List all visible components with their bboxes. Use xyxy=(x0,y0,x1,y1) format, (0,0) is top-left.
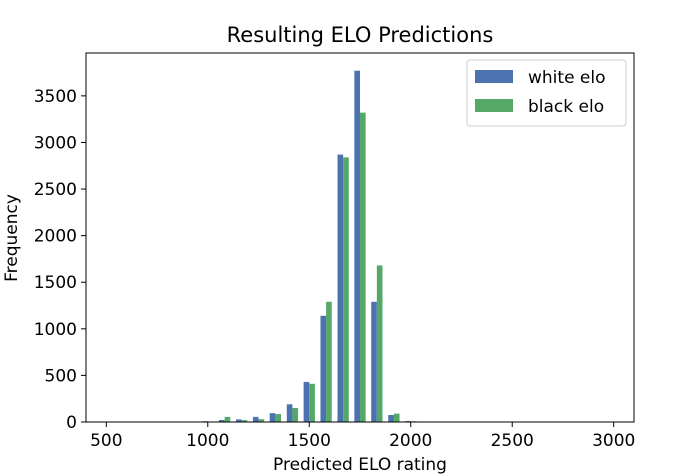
legend-label-black-elo: black elo xyxy=(528,97,604,117)
chart-title: Resulting ELO Predictions xyxy=(227,23,494,47)
bar-black-elo-1167 xyxy=(241,420,248,422)
bars-layer xyxy=(202,70,417,423)
bar-black-elo-1667 xyxy=(343,157,349,423)
bar-black-elo-1917 xyxy=(393,413,400,422)
y-tick-label-3500: 3500 xyxy=(34,87,77,107)
bar-white-elo-1583 xyxy=(320,315,327,422)
y-tick-label-1500: 1500 xyxy=(34,273,77,293)
legend-swatch-white-elo xyxy=(475,70,513,83)
bar-white-elo-1667 xyxy=(337,154,344,422)
x-tick-label-2000: 2000 xyxy=(389,431,432,451)
x-axis-ticks: 500 1000 1500 2000 2500 3000 xyxy=(90,422,635,451)
y-axis-label: Frequency xyxy=(2,194,22,282)
y-tick-label-1000: 1000 xyxy=(34,320,77,340)
y-tick-label-3000: 3000 xyxy=(34,133,77,153)
bar-black-elo-1083 xyxy=(224,416,231,423)
bar-white-elo-1167 xyxy=(236,419,242,422)
bar-white-elo-1500 xyxy=(303,381,310,422)
y-tick-label-2500: 2500 xyxy=(34,180,77,200)
bar-black-elo-1333 xyxy=(275,414,281,422)
y-tick-label-2000: 2000 xyxy=(34,227,77,247)
x-tick-label-1500: 1500 xyxy=(288,431,331,451)
bar-black-elo-1750 xyxy=(360,112,366,422)
y-tick-label-0: 0 xyxy=(66,413,77,433)
x-tick-label-1000: 1000 xyxy=(186,431,229,451)
bar-black-elo-1583 xyxy=(326,301,332,422)
bar-black-elo-1250 xyxy=(258,419,265,422)
x-tick-label-500: 500 xyxy=(90,431,122,451)
bar-black-elo-1417 xyxy=(292,408,299,422)
x-axis-label: Predicted ELO rating xyxy=(273,455,447,474)
bar-black-elo-1500 xyxy=(309,383,315,422)
bar-white-elo-1250 xyxy=(252,416,259,423)
bar-white-elo-1417 xyxy=(286,404,293,422)
x-tick-label-3000: 3000 xyxy=(592,431,635,451)
bar-white-elo-1083 xyxy=(218,419,225,422)
bar-white-elo-1333 xyxy=(269,413,276,422)
bar-black-elo-1833 xyxy=(376,265,383,422)
y-tick-label-500: 500 xyxy=(45,366,77,386)
bar-white-elo-1833 xyxy=(371,301,377,422)
plot-frame xyxy=(85,52,635,423)
legend: white elo black elo xyxy=(466,59,627,127)
bar-white-elo-1917 xyxy=(388,415,394,422)
y-axis-ticks: 0 500 1000 1500 2000 2500 3000 3500 xyxy=(34,87,86,433)
legend-swatch-black-elo xyxy=(475,99,513,112)
bar-white-elo-1750 xyxy=(354,70,360,422)
x-tick-label-2500: 2500 xyxy=(491,431,534,451)
legend-label-white-elo: white elo xyxy=(528,68,606,88)
